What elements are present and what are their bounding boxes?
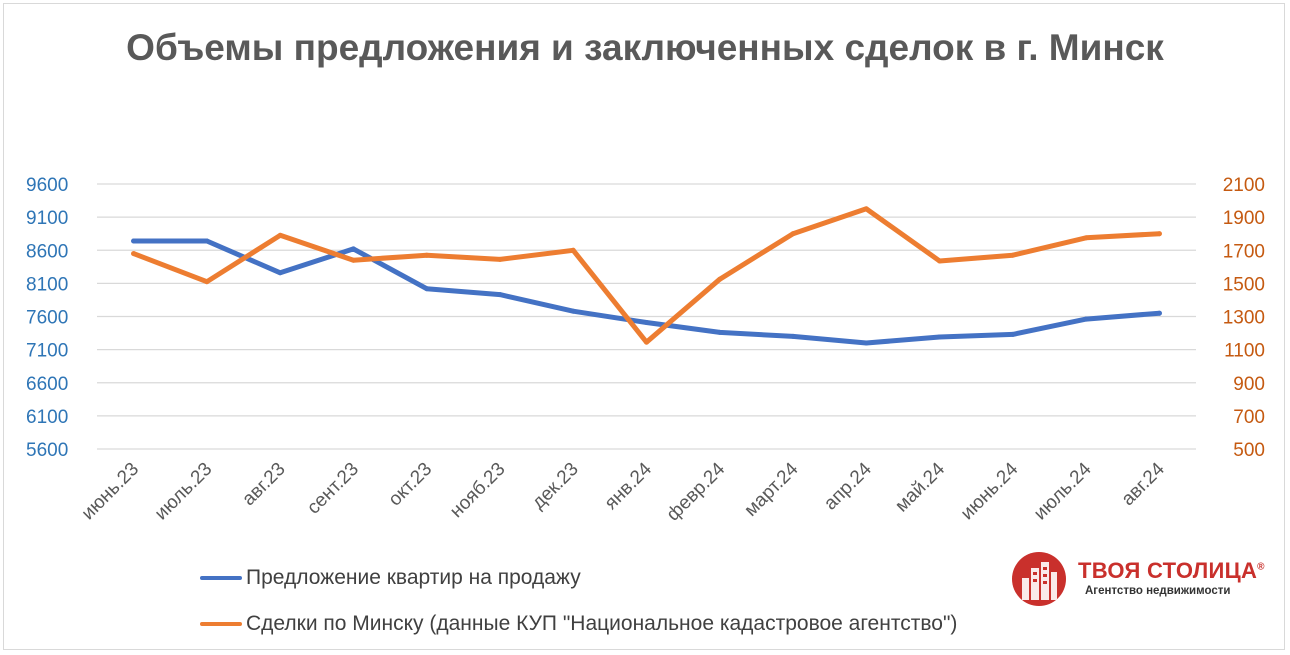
left-axis-tick-label: 9600 (26, 175, 68, 196)
legend-swatch-deals (200, 622, 242, 626)
gridlines (97, 183, 1196, 450)
data-point-offers (277, 270, 283, 276)
data-point-offers (1156, 310, 1162, 316)
data-point-offers (717, 329, 723, 335)
data-point-offers (1010, 331, 1016, 337)
legend-item-deals: Сделки по Минску (данные КУП "Национальн… (200, 609, 957, 639)
left-axis-tick-label: 9100 (26, 208, 68, 229)
logo-subtitle: Агентство недвижимости (1085, 585, 1231, 597)
data-point-deals (937, 258, 943, 264)
right-axis-tick-label: 700 (1233, 407, 1265, 428)
data-point-offers (863, 340, 869, 346)
data-point-deals (1083, 235, 1089, 241)
data-point-offers (644, 319, 649, 325)
data-point-offers (131, 238, 137, 244)
data-point-deals (204, 279, 210, 285)
x-axis-tick-label: июль.23 (151, 459, 217, 525)
left-axis-tick-label: 6600 (26, 374, 68, 395)
legend-label-deals: Сделки по Минску (данные КУП "Национальн… (246, 612, 958, 635)
legend-label-offers: Предложение квартир на продажу (246, 566, 581, 589)
company-logo: ТВОЯ СТОЛИЦА® Агентство недвижимости (1012, 548, 1282, 606)
logo-name: ТВОЯ СТОЛИЦА® (1078, 558, 1265, 583)
right-axis-tick-label: 1100 (1224, 341, 1265, 362)
x-axis-tick-label: авг.23 (238, 459, 289, 510)
data-point-deals (497, 256, 503, 262)
data-point-deals (570, 247, 576, 253)
x-axis-tick-label: февр.24 (663, 458, 730, 525)
data-point-deals (131, 251, 137, 257)
x-axis-tick-label: нояб.23 (446, 459, 509, 522)
data-point-offers (204, 238, 210, 244)
data-point-deals (1010, 252, 1016, 258)
x-axis-tick-label: июнь.23 (78, 459, 144, 525)
right-axis-tick-label: 2100 (1223, 175, 1265, 196)
left-axis-tick-label: 5600 (26, 440, 68, 461)
left-axis-tick-label: 8100 (26, 274, 68, 295)
data-point-deals (350, 257, 356, 263)
left-axis-tick-label: 8600 (26, 241, 68, 262)
x-axis-tick-label: апр.24 (820, 458, 876, 514)
data-point-offers (497, 292, 503, 298)
x-axis-tick-label: июль.24 (1030, 458, 1096, 524)
legend-swatch-offers (200, 576, 242, 580)
left-y-axis: 9600 9100 8600 8100 7600 7100 6600 6100 5600 (26, 175, 68, 461)
data-point-offers (790, 333, 796, 339)
right-axis-tick-label: 900 (1233, 374, 1265, 395)
chart-title: Объемы предложения и заключенных сделок … (126, 27, 1164, 68)
data-point-offers (1083, 316, 1089, 322)
right-axis-tick-label: 1300 (1223, 308, 1265, 329)
right-axis-tick-label: 1900 (1223, 208, 1265, 229)
x-axis-tick-label: март.24 (740, 458, 802, 520)
x-axis-tick-label: авг.24 (1118, 458, 1170, 510)
data-point-deals (863, 206, 869, 212)
left-axis-tick-label: 7600 (26, 308, 68, 329)
data-point-deals (717, 276, 723, 282)
series-lines (131, 206, 1162, 346)
data-point-offers (937, 334, 943, 340)
logo-building-icon (1012, 552, 1066, 606)
x-axis-tick-label: окт.23 (385, 459, 437, 511)
data-point-offers (570, 308, 576, 314)
left-axis-tick-label: 6100 (26, 407, 68, 428)
data-point-deals (790, 231, 796, 237)
legend-item-offers: Предложение квартир на продажу (200, 563, 581, 593)
data-point-deals (277, 232, 283, 238)
x-axis-tick-label: май.24 (891, 458, 949, 516)
x-axis: июнь.23 июль.23 авг.23 сент.23 окт.23 нояб.23… (78, 458, 1170, 525)
data-point-deals (424, 252, 430, 258)
data-point-offers (424, 286, 430, 292)
x-axis-tick-label: сент.23 (303, 459, 363, 519)
chart-frame (3, 3, 1285, 650)
data-point-deals (1156, 231, 1162, 237)
left-axis-tick-label: 7100 (26, 341, 68, 362)
data-point-offers (350, 246, 356, 252)
right-axis-tick-label: 1700 (1223, 241, 1265, 262)
x-axis-tick-label: дек.23 (528, 459, 583, 514)
x-axis-tick-label: янв.24 (601, 458, 657, 514)
data-point-deals (644, 339, 649, 345)
x-axis-tick-label: июнь.24 (957, 458, 1023, 524)
right-axis-tick-label: 500 (1233, 440, 1265, 461)
right-y-axis: 2100 1900 1700 1500 1300 1100 900 700 500 (1223, 175, 1265, 461)
right-axis-tick-label: 1500 (1223, 274, 1265, 295)
